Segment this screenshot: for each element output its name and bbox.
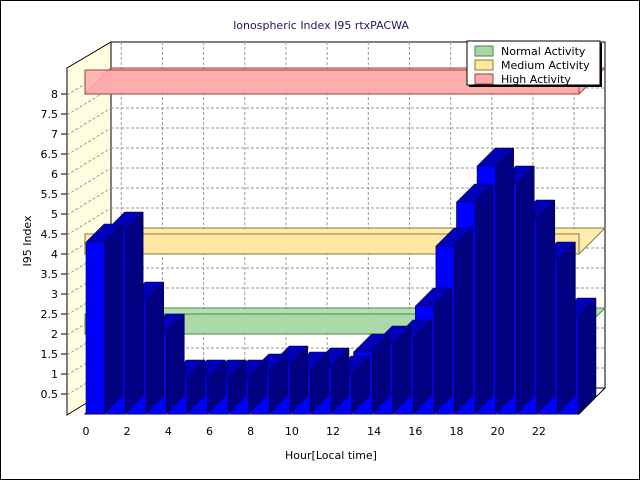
x-tick-label: 16 [408,425,422,438]
grid-line-side [66,147,112,176]
legend-swatch [474,73,494,85]
y-tick-label: 6 [51,168,58,181]
legend-shadow [469,85,602,87]
bar-side [124,211,144,415]
bar [85,241,105,415]
y-tick-label: 1 [51,368,58,381]
legend-label: High Activity [501,73,571,86]
y-tick-label: 3.5 [41,268,59,281]
grid-line-side [66,207,112,236]
legend-label: Normal Activity [501,45,586,58]
bar-side [577,297,597,415]
y-tick-label: 5 [51,208,58,221]
bar-side [474,183,494,415]
chart-title: Ionospheric Index I95 rtxPACWA [233,19,409,32]
bar-side [557,241,576,415]
x-tick-label: 14 [367,425,381,438]
bar-side [454,227,473,415]
y-axis-ticks: 0.5 1 1.5 2 2.5 3 3.5 4 4.5 5 5.5 6 6.5 7 7.5 8 [41,88,67,401]
x-tick-label: 22 [532,425,546,438]
grid-line-side [66,127,112,156]
legend-swatch [474,45,494,57]
x-tick-label: 18 [450,425,464,438]
bar-side [104,223,123,415]
x-tick-label: 12 [326,425,340,438]
x-axis-ticks: 0 2 4 6 8 10 12 14 16 18 20 22 [83,425,546,438]
x-tick-label: 10 [285,425,299,438]
x-tick-label: 2 [124,425,131,438]
y-tick-label: 1.5 [41,348,59,361]
y-tick-label: 3 [51,288,58,301]
y-tick-label: 7.5 [41,108,59,121]
bar-side [516,165,535,415]
grid-line-side [66,87,112,116]
x-axis-label: Hour[Local time] [285,449,377,462]
y-tick-label: 5.5 [41,188,59,201]
bar-side [536,199,556,415]
legend-swatch [474,59,494,71]
legend-label: Medium Activity [501,59,590,72]
x-tick-label: 6 [206,425,213,438]
bar-side [495,147,514,415]
bar-series [85,147,597,415]
grid-line-side [66,187,112,216]
y-tick-label: 4 [51,248,58,261]
x-tick-label: 20 [491,425,505,438]
bar-side [433,287,453,415]
y-tick-label: 4.5 [41,228,59,241]
legend-shadow [600,43,602,87]
y-tick-label: 0.5 [41,388,59,401]
bar-side [145,281,164,415]
x-tick-label: 0 [83,425,90,438]
y-tick-label: 8 [51,88,58,101]
y-tick-label: 7 [51,128,58,141]
y-tick-label: 6.5 [41,148,59,161]
y-tick-label: 2.5 [41,308,59,321]
grid-line-side [66,107,112,136]
y-axis-label: I95 Index [21,215,34,267]
x-tick-label: 4 [165,425,172,438]
y-tick-label: 2 [51,328,58,341]
x-tick-label: 8 [247,425,254,438]
grid-line-side [66,167,112,196]
